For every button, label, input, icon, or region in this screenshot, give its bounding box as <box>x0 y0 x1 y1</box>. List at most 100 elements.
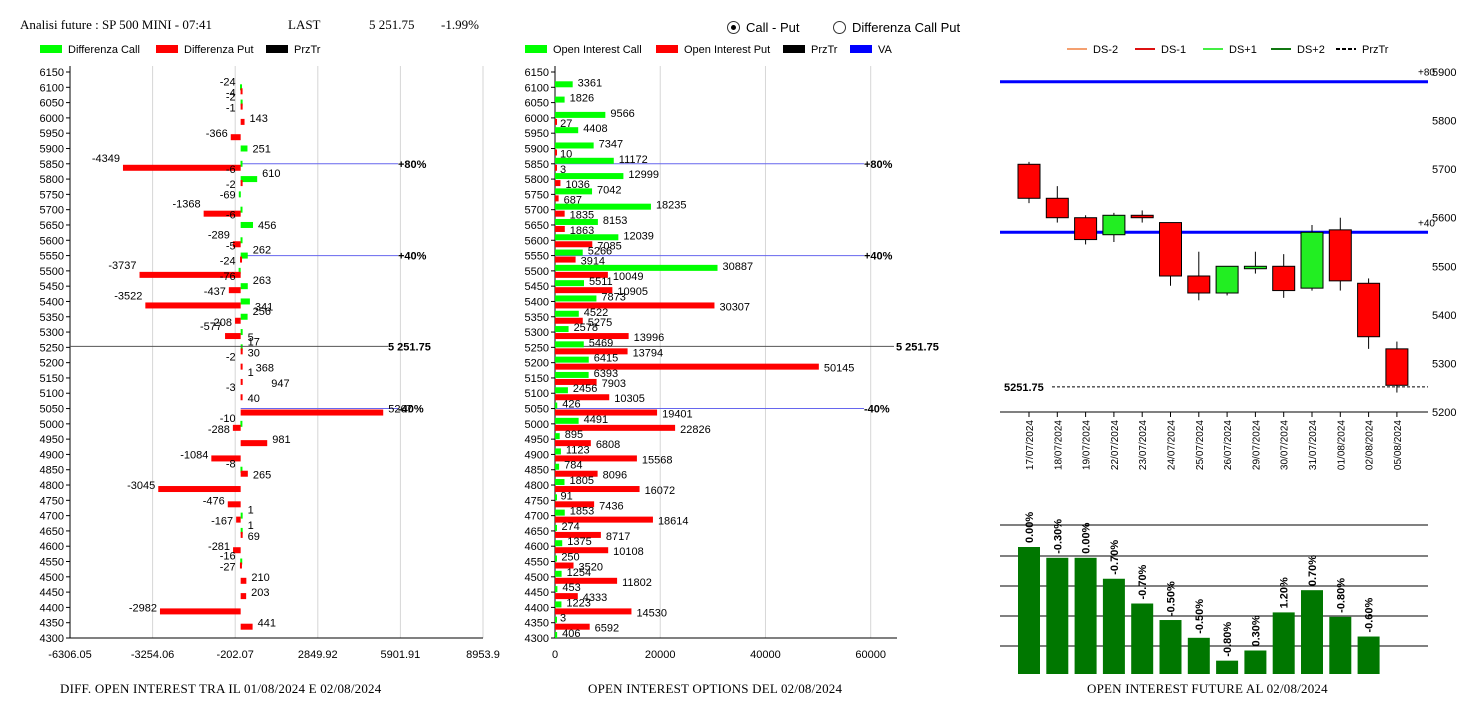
diff-strike-label: 5600 <box>40 235 64 247</box>
oi-strike-label: 6150 <box>525 67 549 79</box>
oi-call-bar <box>555 356 589 363</box>
radio-call-put[interactable]: Call - Put <box>727 20 799 35</box>
oi-strike-label: 5200 <box>525 358 549 370</box>
oi-put-bar <box>555 562 574 569</box>
oi-strike-label: 4800 <box>525 480 549 492</box>
diff-value-label: -208 <box>210 317 232 329</box>
oi-put-value: 8096 <box>603 470 627 482</box>
diff-value-label: -2 <box>226 352 236 364</box>
oi-call-value: 4408 <box>583 123 607 135</box>
oi-call-bar <box>555 632 558 638</box>
diff-put-bar <box>236 516 241 523</box>
diff-strike-label: 5900 <box>40 143 64 155</box>
oi-call-value: 1805 <box>569 475 593 487</box>
oi-put-value: 687 <box>564 194 582 206</box>
diff-strike-label: 5000 <box>40 419 64 431</box>
candle-body <box>1272 265 1296 292</box>
oi-call-bar <box>555 616 557 623</box>
diff-value-label: -3045 <box>127 480 155 492</box>
diff-put-bar <box>230 134 241 141</box>
fut-bar-label: 0.70% <box>1307 555 1319 586</box>
oi-strike-label: 5450 <box>525 281 549 293</box>
diff-value-label: 610 <box>262 168 280 180</box>
diff-call-bar <box>240 221 254 228</box>
oi-put-bar <box>555 531 601 538</box>
last-value: 5 251.75 <box>369 17 415 32</box>
oi-call-value: 426 <box>562 399 580 411</box>
diff-strike-label: 6050 <box>40 98 64 110</box>
footer-oi: OPEN INTEREST OPTIONS DEL 02/08/2024 <box>588 681 843 696</box>
candle-body <box>1300 231 1324 289</box>
oi-put-bar <box>555 241 593 248</box>
diff-strike-label: 5050 <box>40 404 64 416</box>
diff-call-bar <box>240 466 243 473</box>
oi-put-bar <box>555 501 595 508</box>
oi-price-label: 5 251.75 <box>896 341 939 353</box>
oi-call-bar <box>555 341 584 348</box>
oi-strike-label: 5800 <box>525 174 549 186</box>
diff-call-bar <box>240 252 248 259</box>
diff-strike-label: 5150 <box>40 373 64 385</box>
oi-call-value: 12039 <box>623 230 654 242</box>
diff-value-label: -16 <box>220 551 236 563</box>
diff-strike-label: 4400 <box>40 602 64 614</box>
candle-legend-label: PrzTr <box>1362 44 1389 56</box>
oi-put-value: 11802 <box>622 577 652 589</box>
diff-value-label: -4 <box>226 87 236 99</box>
diff-put-bar <box>240 440 268 447</box>
oi-call-bar <box>555 111 606 118</box>
diff-call-bar <box>240 558 243 565</box>
diff-strike-label: 4800 <box>40 480 64 492</box>
diff-value-label: 456 <box>258 220 276 232</box>
diff-legend-label: Differenza Put <box>184 44 254 56</box>
candle-body <box>1102 214 1126 236</box>
diff-put-bar <box>233 547 241 554</box>
oi-put-bar <box>555 623 590 630</box>
last-label: LAST <box>288 17 321 32</box>
oi-put-bar <box>555 118 557 125</box>
fut-bar-label: -0.50% <box>1194 599 1206 634</box>
diff-value-label: 5267 <box>388 404 412 416</box>
oi-put-value: 3 <box>560 164 566 176</box>
diff-put-bar <box>240 348 243 355</box>
oi-strike-label: 5100 <box>525 388 549 400</box>
oi-call-bar <box>555 280 584 287</box>
oi-put-value: 13996 <box>634 332 665 344</box>
oi-call-bar <box>555 127 579 134</box>
fut-bar <box>1272 612 1295 674</box>
oi-call-value: 2456 <box>573 383 597 395</box>
oi-strike-label: 4700 <box>525 511 549 523</box>
oi-strike-label: 5000 <box>525 419 549 431</box>
oi-strike-label: 4500 <box>525 572 549 584</box>
footer-fut: OPEN INTEREST FUTURE AL 02/08/2024 <box>1087 681 1328 696</box>
diff-strike-label: 5300 <box>40 327 64 339</box>
diff-strike-label: 4600 <box>40 541 64 553</box>
oi-call-value: 30887 <box>723 261 754 273</box>
oi-legend-label: Open Interest Put <box>684 44 770 56</box>
oi-call-bar <box>555 601 562 608</box>
diff-xtick-label: -3254.06 <box>131 649 174 661</box>
oi-put-bar <box>555 195 559 202</box>
oi-strike-label: 5850 <box>525 159 549 171</box>
candle-date-label: 22/07/2024 <box>1110 420 1121 470</box>
candle-date-label: 01/08/2024 <box>1336 420 1347 470</box>
oi-call-bar <box>555 295 597 302</box>
radio-diff-call-put[interactable]: Differenza Call Put <box>833 20 960 35</box>
diff-value-label: -1 <box>226 103 236 115</box>
diff-call-bar <box>240 145 248 152</box>
diff-value-label: -3 <box>226 382 236 394</box>
oi-put-bar <box>555 225 565 232</box>
candle-legend-label: DS-2 <box>1093 44 1118 56</box>
diff-value-label: -281 <box>208 541 230 553</box>
oi-call-value: 7042 <box>597 184 621 196</box>
oi-xtick-label: 0 <box>552 649 558 661</box>
diff-put-bar <box>235 317 241 324</box>
oi-legend-swatch <box>783 45 805 53</box>
oi-call-bar <box>555 586 558 593</box>
radio-selected-icon <box>727 21 740 34</box>
candle-date-label: 30/07/2024 <box>1280 420 1291 470</box>
diff-xtick-label: 2849.92 <box>298 649 338 661</box>
candle-body <box>1159 222 1182 277</box>
diff-strike-label: 5200 <box>40 358 64 370</box>
candle-body <box>1215 265 1239 294</box>
